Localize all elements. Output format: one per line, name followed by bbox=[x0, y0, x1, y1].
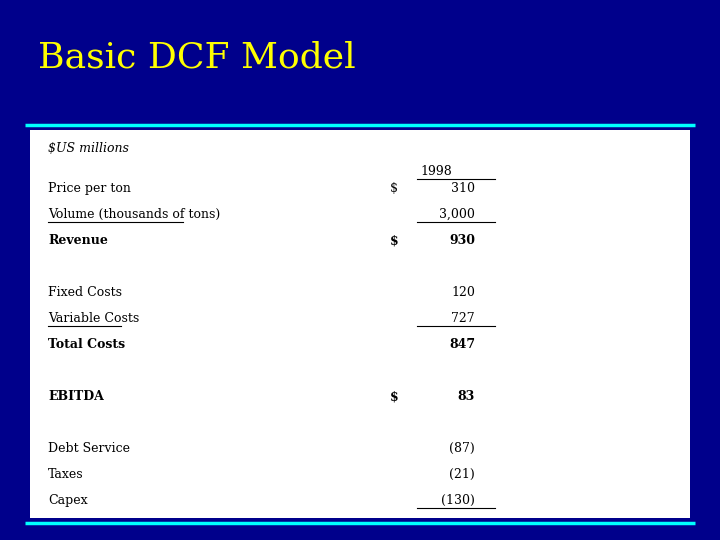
Text: $: $ bbox=[390, 234, 399, 247]
Text: 3,000: 3,000 bbox=[439, 208, 475, 221]
Text: 930: 930 bbox=[449, 234, 475, 247]
Text: Taxes: Taxes bbox=[48, 468, 84, 481]
Text: Debt Service: Debt Service bbox=[48, 442, 130, 455]
Text: (21): (21) bbox=[449, 468, 475, 481]
Text: (130): (130) bbox=[441, 494, 475, 507]
Text: $: $ bbox=[390, 390, 399, 403]
Text: Capex: Capex bbox=[48, 494, 88, 507]
Text: Price per ton: Price per ton bbox=[48, 182, 131, 195]
Text: $: $ bbox=[390, 182, 398, 195]
Text: Revenue: Revenue bbox=[48, 234, 108, 247]
Text: $US millions: $US millions bbox=[48, 142, 129, 155]
Text: Basic DCF Model: Basic DCF Model bbox=[38, 40, 356, 74]
Text: Volume (thousands of tons): Volume (thousands of tons) bbox=[48, 208, 220, 221]
Text: (87): (87) bbox=[449, 442, 475, 455]
Text: Variable Costs: Variable Costs bbox=[48, 312, 139, 325]
FancyBboxPatch shape bbox=[30, 130, 690, 518]
Text: 83: 83 bbox=[458, 390, 475, 403]
Text: Fixed Costs: Fixed Costs bbox=[48, 286, 122, 299]
Text: Total Costs: Total Costs bbox=[48, 338, 125, 351]
Text: 120: 120 bbox=[451, 286, 475, 299]
Text: 847: 847 bbox=[449, 338, 475, 351]
Text: 727: 727 bbox=[451, 312, 475, 325]
Text: 310: 310 bbox=[451, 182, 475, 195]
Text: 1998: 1998 bbox=[420, 165, 451, 178]
Text: EBITDA: EBITDA bbox=[48, 390, 104, 403]
